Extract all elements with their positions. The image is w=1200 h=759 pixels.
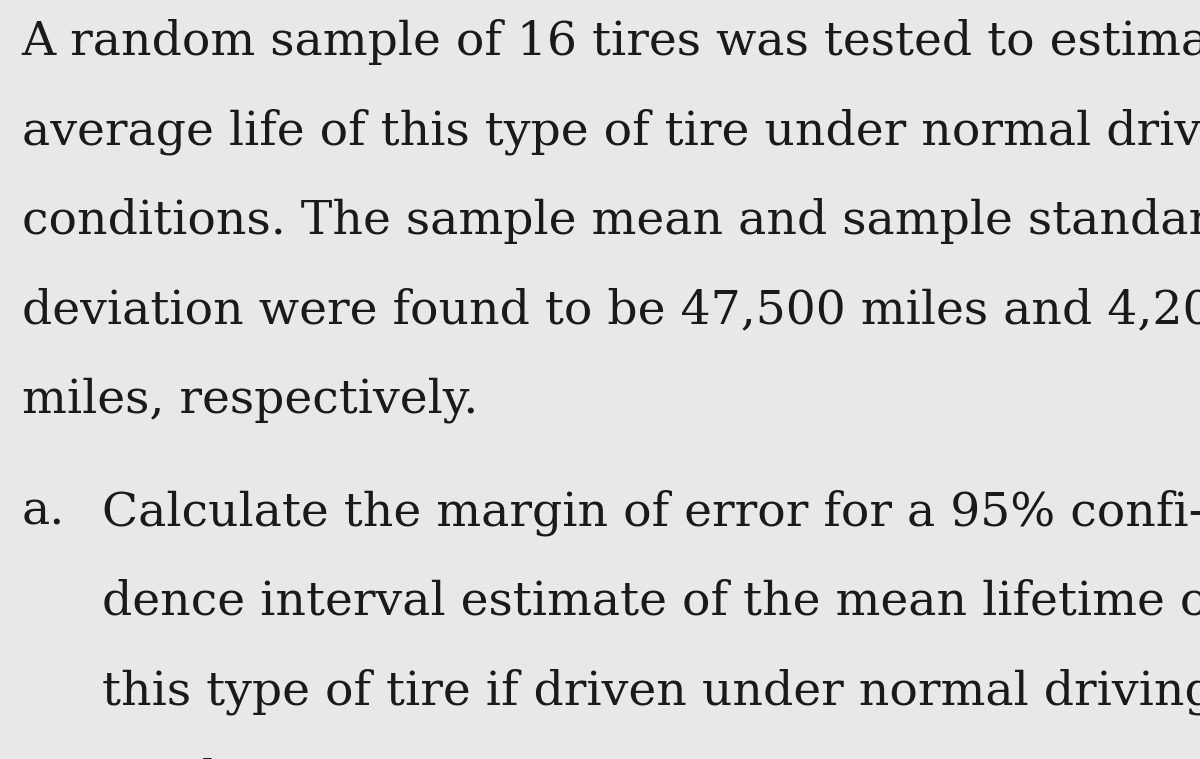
Text: conditions.: conditions.: [102, 758, 366, 759]
Text: A random sample of 16 tires was tested to estimate the: A random sample of 16 tires was tested t…: [22, 19, 1200, 65]
Text: average life of this type of tire under normal driving: average life of this type of tire under …: [22, 109, 1200, 155]
Text: Calculate the margin of error for a 95% confi-: Calculate the margin of error for a 95% …: [102, 490, 1200, 536]
Text: this type of tire if driven under normal driving: this type of tire if driven under normal…: [102, 669, 1200, 715]
Text: dence interval estimate of the mean lifetime of: dence interval estimate of the mean life…: [102, 579, 1200, 625]
Text: miles, respectively.: miles, respectively.: [22, 377, 478, 423]
Text: conditions. The sample mean and sample standard: conditions. The sample mean and sample s…: [22, 198, 1200, 244]
Text: deviation were found to be 47,500 miles and 4,200: deviation were found to be 47,500 miles …: [22, 288, 1200, 333]
Text: a.: a.: [22, 490, 65, 535]
